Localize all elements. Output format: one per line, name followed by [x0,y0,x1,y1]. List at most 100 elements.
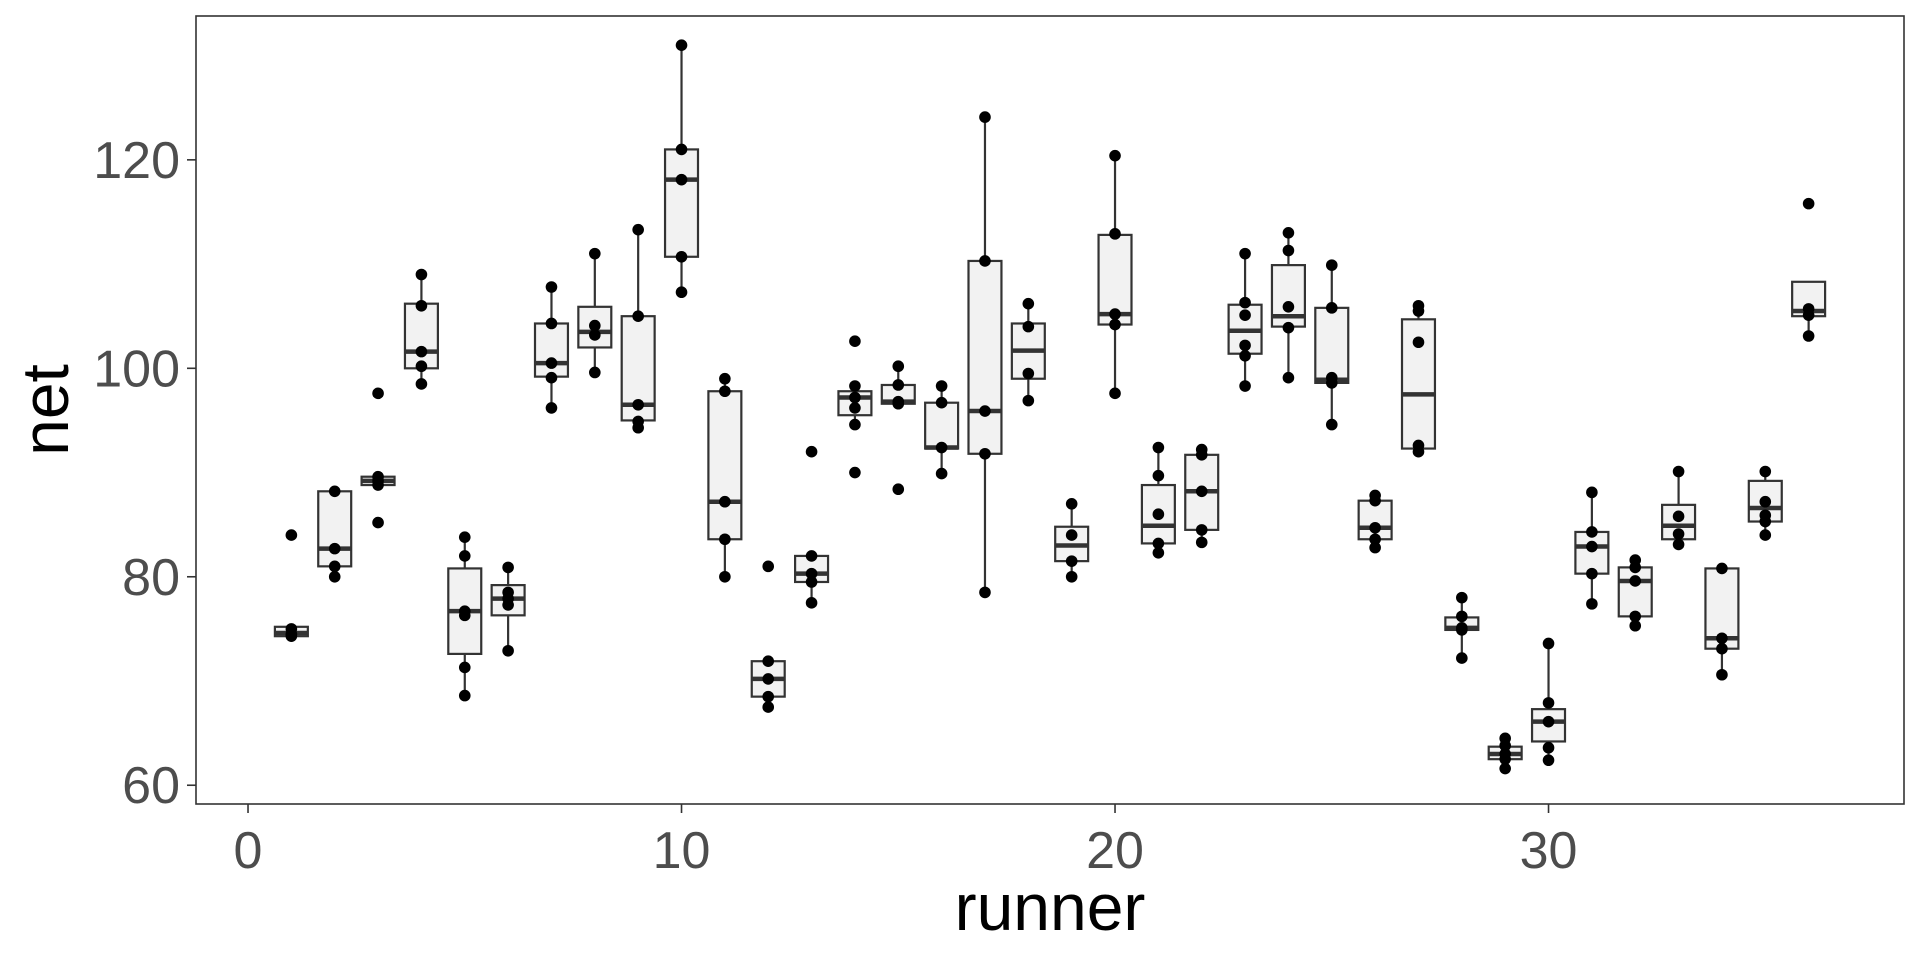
data-point [762,690,775,703]
data-point [545,357,558,369]
data-point [415,299,428,312]
data-point [805,567,818,580]
data-point [372,516,384,529]
data-point [328,542,341,555]
data-point [805,597,818,609]
data-point [1109,228,1121,240]
data-point [1369,494,1381,507]
data-point [1716,632,1728,645]
data-point [1586,486,1598,499]
data-point [632,421,644,434]
data-point [1369,533,1381,546]
data-point [589,319,601,332]
data-point [415,378,428,390]
data-point [849,380,861,392]
data-point [1325,259,1338,271]
data-point [1109,318,1121,331]
data-point [849,335,861,348]
data-point [1065,529,1078,541]
y-tick-label: 100 [93,340,180,398]
data-point [1629,619,1642,632]
data-point [1586,540,1598,553]
data-point [719,570,731,583]
box [663,148,700,258]
data-point [1282,301,1295,313]
data-point [1759,529,1772,541]
data-point [849,391,861,404]
data-point [892,397,905,410]
data-point [1282,244,1295,257]
data-point [1412,305,1425,317]
box [317,490,353,568]
data-point [1629,561,1642,574]
data-point [632,223,644,236]
data-point [675,39,688,51]
data-point [1022,367,1035,380]
data-point [415,345,428,358]
data-point [1456,610,1468,623]
data-point [1239,247,1251,260]
data-point [1195,536,1208,549]
data-point [589,329,601,341]
data-point [1759,495,1772,508]
data-point [1239,339,1251,352]
data-point [1065,555,1078,567]
box [967,259,1003,455]
data-point [719,385,731,398]
data-point [1672,510,1685,523]
data-point [762,701,775,713]
data-point [805,550,818,562]
box [707,390,743,541]
data-point [632,310,644,322]
data-point [458,689,471,702]
y-axis-title: net [8,364,82,456]
data-point [849,418,861,431]
data-point [1716,668,1728,681]
data-point [762,560,775,573]
data-point [1542,637,1555,650]
data-point [1716,642,1728,655]
data-point [458,531,471,543]
data-point [935,396,948,409]
box [1314,306,1350,384]
data-point [979,586,991,599]
data-point [1759,465,1772,478]
data-point [1369,521,1381,534]
data-point [1542,715,1555,728]
axis-layer: 0 10 20 30 60 80 100 120 [93,132,1577,880]
box [1617,566,1653,618]
data-point [1629,575,1642,587]
box [1574,530,1610,575]
data-point [285,529,298,541]
data-point [1802,197,1815,210]
data-point [1282,227,1295,239]
data-point [1456,652,1468,664]
data-point [979,255,991,267]
data-point [1586,598,1598,610]
data-point [1542,754,1555,767]
data-point [1586,567,1598,580]
data-point [1239,349,1251,362]
data-point [675,286,688,299]
data-point [1065,498,1078,510]
data-point [1239,309,1251,321]
data-point [1109,149,1121,162]
data-point [935,380,948,392]
data-point [589,247,601,260]
data-point [892,379,905,391]
data-point [1369,541,1381,554]
data-point [1672,538,1685,551]
data-point [935,441,948,454]
data-point [1195,485,1208,498]
box [403,302,439,370]
data-point [1152,469,1165,482]
data-point [1802,309,1815,321]
data-point [1195,524,1208,536]
data-point [328,560,341,573]
panel-border [195,15,1905,805]
data-point [1456,591,1468,604]
data-point [675,173,688,186]
data-point [1716,562,1728,575]
data-point [805,445,818,458]
